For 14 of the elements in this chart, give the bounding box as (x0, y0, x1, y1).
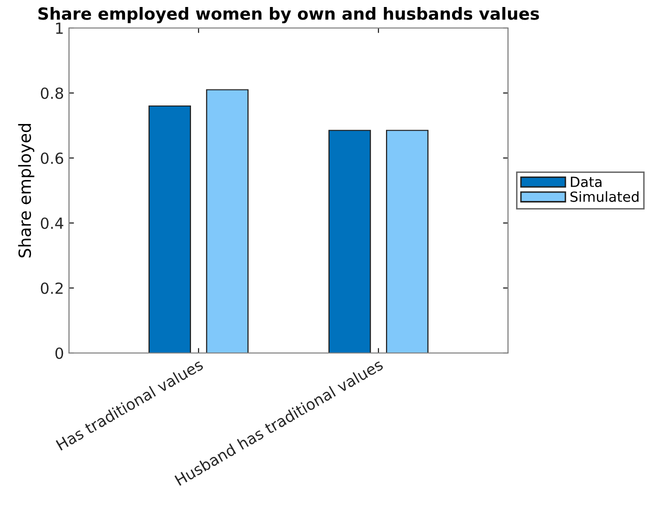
legend-label: Data (570, 176, 602, 188)
y-tick-label: 0.4 (40, 217, 64, 230)
bar (148, 105, 191, 353)
y-tick-label: 0.2 (40, 282, 63, 294)
y-tick-label: 0.6 (40, 152, 64, 164)
y-axis-title: Share employed (18, 124, 34, 258)
y-tick-label: 1 (56, 22, 63, 34)
chart-title: Share employed women by own and husbands values (38, 7, 539, 24)
y-tick-label: 0.8 (40, 87, 64, 100)
bar (328, 130, 371, 353)
legend-label: Simulated (570, 191, 638, 202)
bar (206, 89, 249, 353)
bar (386, 130, 428, 353)
y-tick-label: 0 (55, 347, 64, 360)
